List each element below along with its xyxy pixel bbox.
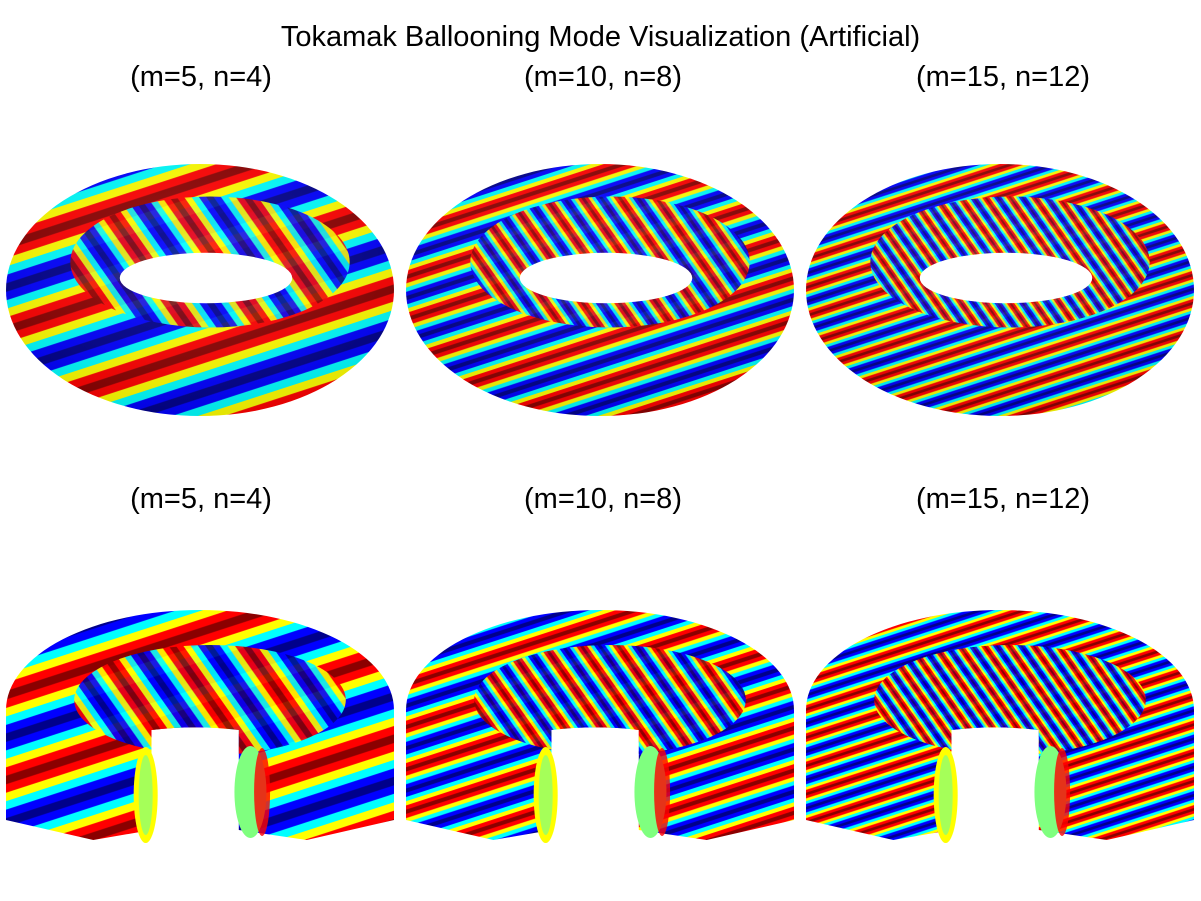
torus-surface [806, 164, 1194, 416]
panel-label-bottom-1: (m=5, n=4) [130, 483, 272, 515]
panel-label-bottom-2: (m=10, n=8) [524, 483, 682, 515]
cutaway-panel-bottom-3 [804, 590, 1196, 850]
panel-label-top-3: (m=15, n=12) [915, 61, 1091, 93]
torus-panel-top-3 [804, 140, 1196, 420]
torus-surface [406, 610, 794, 843]
torus-surface [6, 610, 394, 843]
panel-label-top-2: (m=10, n=8) [524, 61, 682, 93]
cutaway-panel-bottom-1 [4, 590, 396, 850]
torus-panel-top-2 [404, 140, 796, 420]
cutaway-panel-bottom-2 [404, 590, 796, 850]
torus-surface [806, 610, 1194, 843]
panel-label-bottom-3: (m=15, n=12) [915, 483, 1091, 515]
torus-surface [406, 164, 794, 416]
figure-title: Tokamak Ballooning Mode Visualization (A… [280, 21, 921, 53]
torus-surface [6, 164, 394, 416]
torus-panel-top-1 [4, 140, 396, 420]
panel-label-top-1: (m=5, n=4) [130, 61, 272, 93]
